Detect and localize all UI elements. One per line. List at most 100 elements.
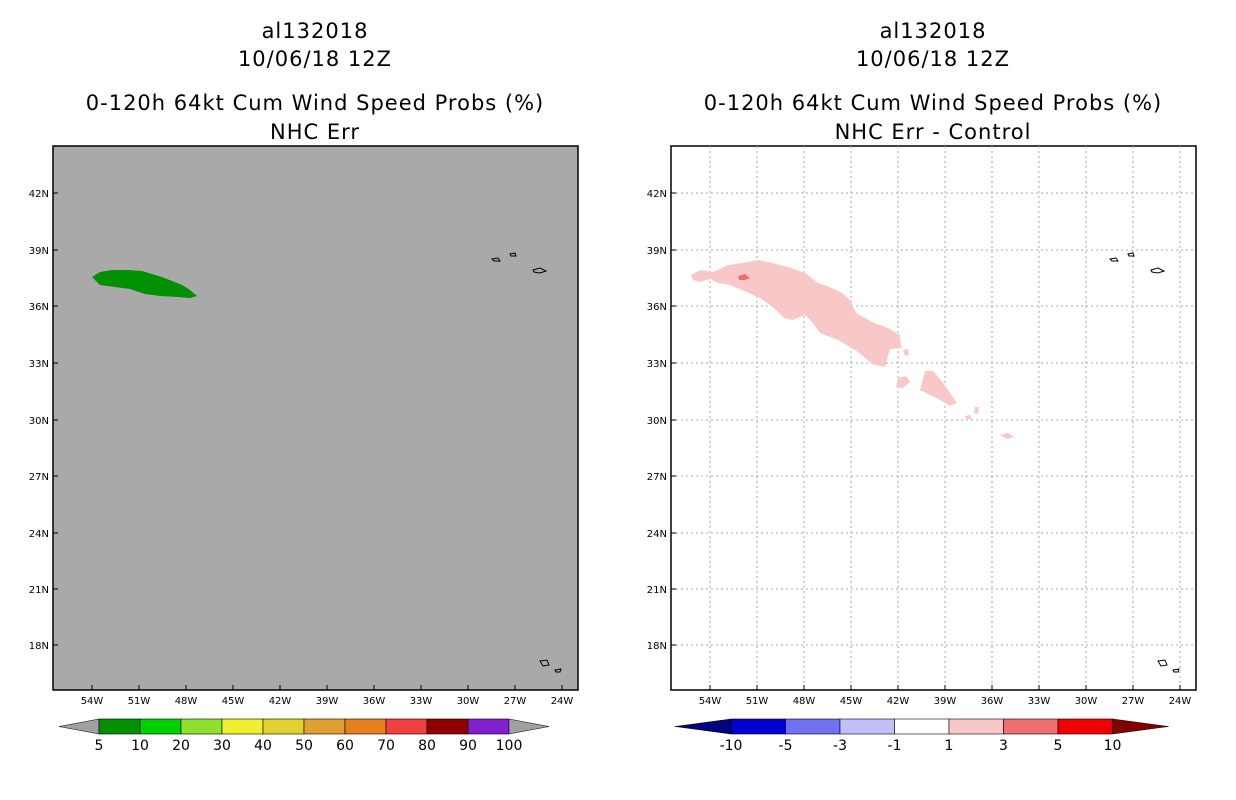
right-lon-tick-label: 45W — [840, 696, 863, 707]
left-lon-tick-label: 27W — [504, 696, 527, 707]
left-subtitle: NHC Err — [269, 120, 360, 144]
right-datetime: 10/06/18 12Z — [855, 47, 1011, 71]
left-product-title: 0-120h 64kt Cum Wind Speed Probs (%) — [85, 91, 545, 115]
right-gridlines — [671, 146, 1196, 690]
left-colorbar-segment — [426, 718, 469, 735]
left-map-background — [52, 145, 579, 691]
right-subtitle: NHC Err - Control — [834, 120, 1032, 144]
right-colorbar-label: -3 — [833, 738, 847, 754]
right-colorbar-label: -5 — [779, 738, 793, 754]
left-lon-tick-label: 30W — [457, 696, 480, 707]
right-colorbar-segment — [730, 718, 786, 735]
right-storm-id: al132018 — [879, 19, 987, 43]
left-colorbar-segment — [303, 718, 346, 735]
left-lon-tick-label: 24W — [551, 696, 574, 707]
right-lat-tick-label: 42N — [647, 189, 667, 200]
right-colorbar-label: 1 — [945, 738, 954, 754]
right-lat-tick-label: 36N — [647, 302, 667, 313]
right-lat-tick-label: 33N — [647, 359, 667, 370]
left-lat-tick-label: 27N — [29, 472, 49, 483]
right-lat-tick-label: 18N — [647, 641, 667, 652]
left-lat-tick-label: 36N — [29, 302, 49, 313]
left-colorbar-label: 50 — [295, 738, 313, 754]
right-lon-tick-label: 24W — [1169, 696, 1192, 707]
left-lon-tick-label: 33W — [410, 696, 433, 707]
left-lon-tick-label: 48W — [175, 696, 198, 707]
right-product-title: 0-120h 64kt Cum Wind Speed Probs (%) — [703, 91, 1163, 115]
left-colorbar-segment — [139, 718, 182, 735]
right-colorbar-label: 10 — [1104, 738, 1122, 754]
right-lon-tick-label: 42W — [887, 696, 910, 707]
right-lon-tick-label: 27W — [1122, 696, 1145, 707]
left-lon-tick-label: 51W — [128, 696, 151, 707]
left-datetime: 10/06/18 12Z — [237, 47, 393, 71]
right-colorbar-label: -10 — [720, 738, 743, 754]
left-colorbar: 5 10 20 30 40 50 60 70 80 90 100 — [58, 718, 550, 754]
left-colorbar-label: 70 — [377, 738, 395, 754]
right-lat-tick-label: 30N — [647, 416, 667, 427]
left-storm-id: al132018 — [261, 19, 369, 43]
left-lat-tick-label: 21N — [29, 585, 49, 596]
left-colorbar-label: 5 — [95, 738, 104, 754]
right-lon-tick-label: 39W — [934, 696, 957, 707]
left-colorbar-label: 60 — [336, 738, 354, 754]
left-colorbar-segment — [467, 718, 510, 735]
left-colorbar-label: 90 — [459, 738, 477, 754]
right-colorbar-segment — [948, 718, 1004, 735]
left-colorbar-segment — [385, 718, 428, 735]
left-colorbar-label: 10 — [131, 738, 149, 754]
right-colorbar-under-triangle — [674, 718, 732, 735]
right-lat-tick-label: 27N — [647, 472, 667, 483]
right-map-background — [670, 145, 1197, 691]
left-colorbar-over-triangle — [508, 718, 550, 735]
left-lon-tick-label: 42W — [269, 696, 292, 707]
left-axes: 54W 51W 48W 45W 42W 39W 36W 33W 30W 27W 24W 42N 39N 3… — [29, 189, 574, 707]
left-lat-tick-label: 33N — [29, 359, 49, 370]
right-lon-tick-label: 33W — [1028, 696, 1051, 707]
left-colorbar-label: 80 — [418, 738, 436, 754]
right-colorbar: -10 -5 -3 -1 1 3 5 10 — [674, 718, 1169, 754]
left-colorbar-label: 40 — [254, 738, 272, 754]
right-diff-core — [738, 274, 750, 280]
right-colorbar-segment — [839, 718, 895, 735]
left-lat-tick-label: 18N — [29, 641, 49, 652]
left-prob-region — [92, 270, 197, 298]
right-colorbar-label: -1 — [888, 738, 902, 754]
left-colorbar-under-triangle — [58, 718, 100, 735]
left-lon-tick-label: 39W — [316, 696, 339, 707]
right-lon-tick-label: 30W — [1075, 696, 1098, 707]
left-colorbar-label: 100 — [496, 738, 523, 754]
right-colorbar-label: 3 — [999, 738, 1008, 754]
right-map-panel: 54W 51W 48W 45W 42W 39W 36W 33W 30W 27W 24W 42N 39N 3… — [647, 145, 1197, 754]
right-lon-tick-label: 54W — [699, 696, 722, 707]
left-azores-islands — [490, 252, 548, 274]
right-lon-tick-label: 36W — [981, 696, 1004, 707]
left-colorbar-segment — [262, 718, 305, 735]
left-colorbar-label: 20 — [172, 738, 190, 754]
left-colorbar-segment — [221, 718, 264, 735]
left-lat-tick-label: 42N — [29, 189, 49, 200]
right-colorbar-label: 5 — [1054, 738, 1063, 754]
right-cape-verde-islands — [1157, 659, 1180, 673]
left-lon-tick-label: 54W — [81, 696, 104, 707]
right-lon-tick-label: 51W — [746, 696, 769, 707]
right-diff-region — [691, 260, 1014, 439]
right-colorbar-segment — [785, 718, 841, 735]
right-lat-tick-label: 39N — [647, 246, 667, 257]
left-colorbar-label: 30 — [213, 738, 231, 754]
right-lat-tick-label: 24N — [647, 529, 667, 540]
left-map-panel: 54W 51W 48W 45W 42W 39W 36W 33W 30W 27W 24W 42N 39N 3… — [29, 145, 579, 754]
left-lon-tick-label: 45W — [222, 696, 245, 707]
left-colorbar-segment — [98, 718, 141, 735]
left-cape-verde-islands — [539, 659, 562, 673]
left-colorbar-segment — [180, 718, 223, 735]
right-colorbar-segment — [1003, 718, 1059, 735]
right-colorbar-segment — [1057, 718, 1113, 735]
right-lat-tick-label: 21N — [647, 585, 667, 596]
left-colorbar-segment — [344, 718, 387, 735]
right-azores-islands — [1108, 252, 1166, 274]
left-lat-tick-label: 39N — [29, 246, 49, 257]
left-lon-tick-label: 36W — [363, 696, 386, 707]
right-colorbar-over-triangle — [1112, 718, 1169, 735]
